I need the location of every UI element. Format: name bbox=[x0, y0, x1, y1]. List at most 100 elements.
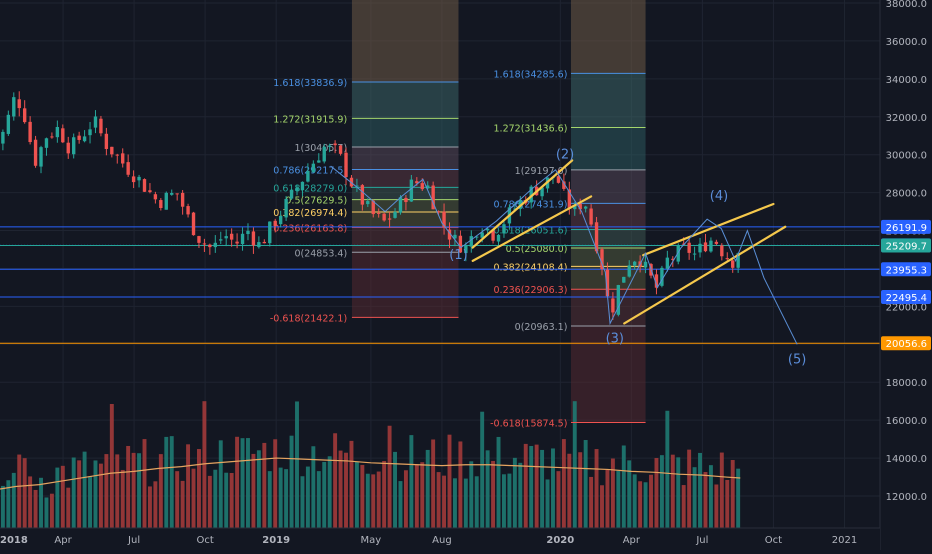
candles bbox=[1, 91, 740, 320]
volume-bar bbox=[11, 472, 16, 528]
volume-bar bbox=[213, 469, 218, 528]
fib-zone-1-band-8 bbox=[570, 326, 646, 423]
volume-bar bbox=[327, 456, 332, 528]
volume-bar bbox=[88, 476, 92, 528]
candle-body bbox=[518, 199, 522, 209]
volume-bar bbox=[719, 452, 724, 528]
volume-bar bbox=[71, 457, 76, 528]
volume-moving-average bbox=[0, 457, 741, 490]
time-tick-8: Apr bbox=[623, 535, 641, 546]
volume-bar bbox=[93, 460, 98, 528]
candle-body bbox=[66, 142, 70, 154]
fib-1-label-6: 0.382(24108.4) bbox=[494, 262, 568, 273]
volume-bar bbox=[44, 497, 49, 528]
candle-body bbox=[99, 118, 103, 134]
candle-body bbox=[415, 181, 419, 184]
candle-body bbox=[202, 243, 207, 245]
candle-body bbox=[6, 114, 11, 134]
candle-body bbox=[240, 233, 245, 245]
volume-bar bbox=[714, 484, 719, 528]
volume-bar bbox=[540, 449, 545, 528]
volume-bar bbox=[436, 472, 441, 528]
candle-body bbox=[131, 176, 136, 183]
candle-body bbox=[219, 239, 223, 241]
time-tick-10: Oct bbox=[765, 535, 782, 546]
fib-0-label-4: 0.618(28279.0) bbox=[273, 183, 347, 194]
candle-body bbox=[583, 206, 588, 209]
volume-bar bbox=[627, 460, 632, 528]
candle-body bbox=[436, 211, 441, 213]
fib-0-label-0: 1.618(33836.9) bbox=[273, 78, 347, 89]
volume-bar bbox=[621, 445, 626, 528]
candle-body bbox=[725, 258, 729, 260]
candle-body bbox=[12, 97, 16, 117]
candle-body bbox=[431, 185, 435, 210]
fib-0-label-3: 0.786(29217.5) bbox=[273, 166, 347, 177]
time-tick-1: Apr bbox=[54, 535, 72, 546]
volume-bar bbox=[523, 443, 528, 528]
candle-body bbox=[137, 176, 141, 181]
volume-bar bbox=[725, 479, 730, 528]
candle-body bbox=[562, 181, 566, 189]
time-tick-6: Aug bbox=[432, 535, 452, 546]
candle-body bbox=[442, 211, 446, 228]
volume-bar bbox=[305, 466, 310, 528]
candle-body bbox=[333, 143, 337, 146]
candle-body bbox=[420, 183, 424, 190]
volume-bar bbox=[447, 434, 452, 528]
candle-body bbox=[197, 236, 201, 243]
time-tick-0: 2018 bbox=[0, 535, 28, 546]
candle-body bbox=[22, 108, 27, 123]
fib-0-label-1: 1.272(31915.9) bbox=[273, 114, 347, 125]
volume-bar bbox=[485, 450, 490, 528]
volume-bar bbox=[284, 469, 289, 528]
candle-body bbox=[676, 245, 680, 262]
fib-zone-0-band-0 bbox=[351, 81, 459, 119]
volume-bar bbox=[142, 439, 147, 528]
volume-bar bbox=[120, 469, 125, 528]
candle-body bbox=[426, 185, 430, 189]
candle-body bbox=[491, 230, 495, 241]
volume-bar bbox=[60, 465, 65, 528]
volume-bar bbox=[452, 478, 457, 528]
fib-zone-1-band-2 bbox=[570, 169, 646, 204]
volume-bar bbox=[49, 493, 54, 528]
volume-bar bbox=[474, 476, 479, 528]
candle-body bbox=[703, 242, 708, 252]
candle-body bbox=[213, 242, 217, 248]
volume-bar bbox=[518, 462, 523, 528]
volume-bar bbox=[104, 454, 109, 528]
volume-bar bbox=[578, 452, 583, 528]
wave-label-0: (1) bbox=[449, 248, 467, 263]
candle-body bbox=[605, 269, 610, 297]
volume-bar bbox=[147, 486, 152, 528]
candle-body bbox=[643, 261, 648, 268]
candle-body bbox=[208, 244, 212, 248]
fib-zone-1-band-top bbox=[570, 0, 646, 74]
volume-bar bbox=[507, 473, 512, 528]
fib-zone-0-band-3 bbox=[351, 169, 459, 188]
fib-1-label-3: 0.786(27431.9) bbox=[494, 199, 568, 210]
candle-body bbox=[142, 179, 147, 192]
volume-bar bbox=[186, 444, 191, 528]
wave-label-4: (5) bbox=[788, 352, 806, 367]
candle-body bbox=[295, 187, 299, 191]
volume-bar bbox=[572, 401, 577, 528]
volume-bar bbox=[365, 473, 370, 528]
time-tick-3: Oct bbox=[196, 535, 213, 546]
volume-bar bbox=[502, 474, 506, 528]
volume-bar bbox=[545, 479, 550, 528]
price-tag-label-4: 22495.4 bbox=[886, 293, 927, 304]
volume-bar bbox=[551, 448, 555, 528]
candle-body bbox=[366, 201, 370, 205]
time-axis[interactable]: 2018 Apr Jul Oct 2019 May Aug 2020 Apr Jul Oct 2021 bbox=[0, 527, 880, 550]
candle-body bbox=[540, 187, 544, 197]
volume-bar bbox=[295, 401, 299, 528]
volume-bar bbox=[589, 476, 594, 528]
volume-bar bbox=[333, 433, 338, 528]
candle-body bbox=[594, 222, 599, 252]
candle-body bbox=[371, 200, 375, 215]
volume-bar bbox=[33, 489, 38, 528]
